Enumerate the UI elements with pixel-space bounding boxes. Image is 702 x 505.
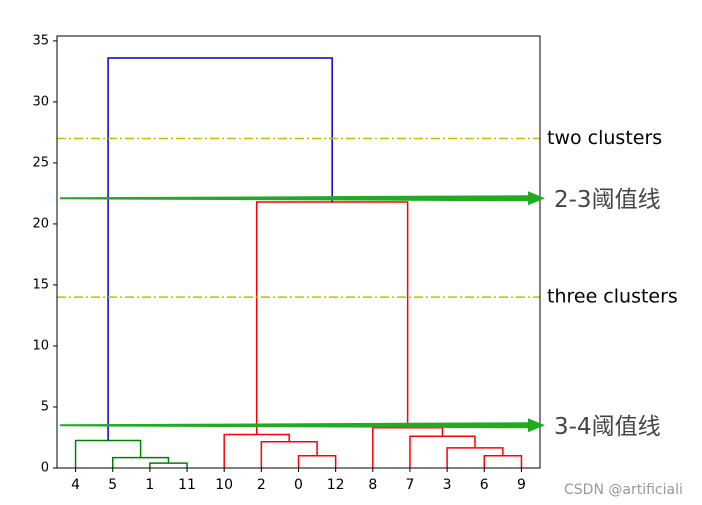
arrow-label: 2-3阈值线 — [554, 187, 661, 213]
threshold-label: three clusters — [547, 286, 678, 308]
leaf-label: 7 — [406, 477, 415, 493]
watermark: CSDN @artificiali — [564, 482, 683, 498]
y-tick-label: 35 — [32, 33, 49, 48]
arrow — [60, 191, 545, 206]
y-tick-label: 25 — [32, 155, 49, 170]
y-tick-label: 10 — [32, 338, 49, 353]
leaf-label: 12 — [327, 477, 345, 493]
y-tick-label: 30 — [32, 94, 49, 109]
link — [255, 201, 409, 435]
threshold-label: two clusters — [547, 127, 662, 149]
leaf-label: 1 — [145, 477, 154, 493]
leaf-label: 5 — [108, 477, 117, 493]
plot-frame — [56, 35, 541, 469]
link — [297, 455, 337, 468]
link — [260, 441, 318, 468]
y-tick-label: 15 — [32, 277, 49, 292]
arrow — [60, 418, 545, 433]
arrow-label: 3-4阈值线 — [554, 414, 661, 440]
link — [149, 462, 188, 468]
link — [483, 455, 523, 468]
leaf-label: 0 — [294, 477, 303, 493]
leaf-label: 6 — [480, 477, 489, 493]
leaf-label: 8 — [368, 477, 377, 493]
y-tick-label: 20 — [32, 216, 49, 231]
leaf-label: 9 — [517, 477, 526, 493]
leaf-label: 4 — [71, 477, 80, 493]
link — [223, 433, 290, 468]
leaf-label: 11 — [178, 477, 196, 493]
y-tick-label: 0 — [41, 461, 49, 476]
link — [446, 447, 504, 468]
leaf-label: 10 — [215, 477, 233, 493]
link — [409, 435, 476, 468]
link — [74, 439, 142, 468]
link — [372, 426, 444, 468]
leaf-label: 3 — [443, 477, 452, 493]
link — [107, 57, 333, 441]
leaf-label: 2 — [257, 477, 266, 493]
y-tick-label: 5 — [41, 399, 49, 414]
